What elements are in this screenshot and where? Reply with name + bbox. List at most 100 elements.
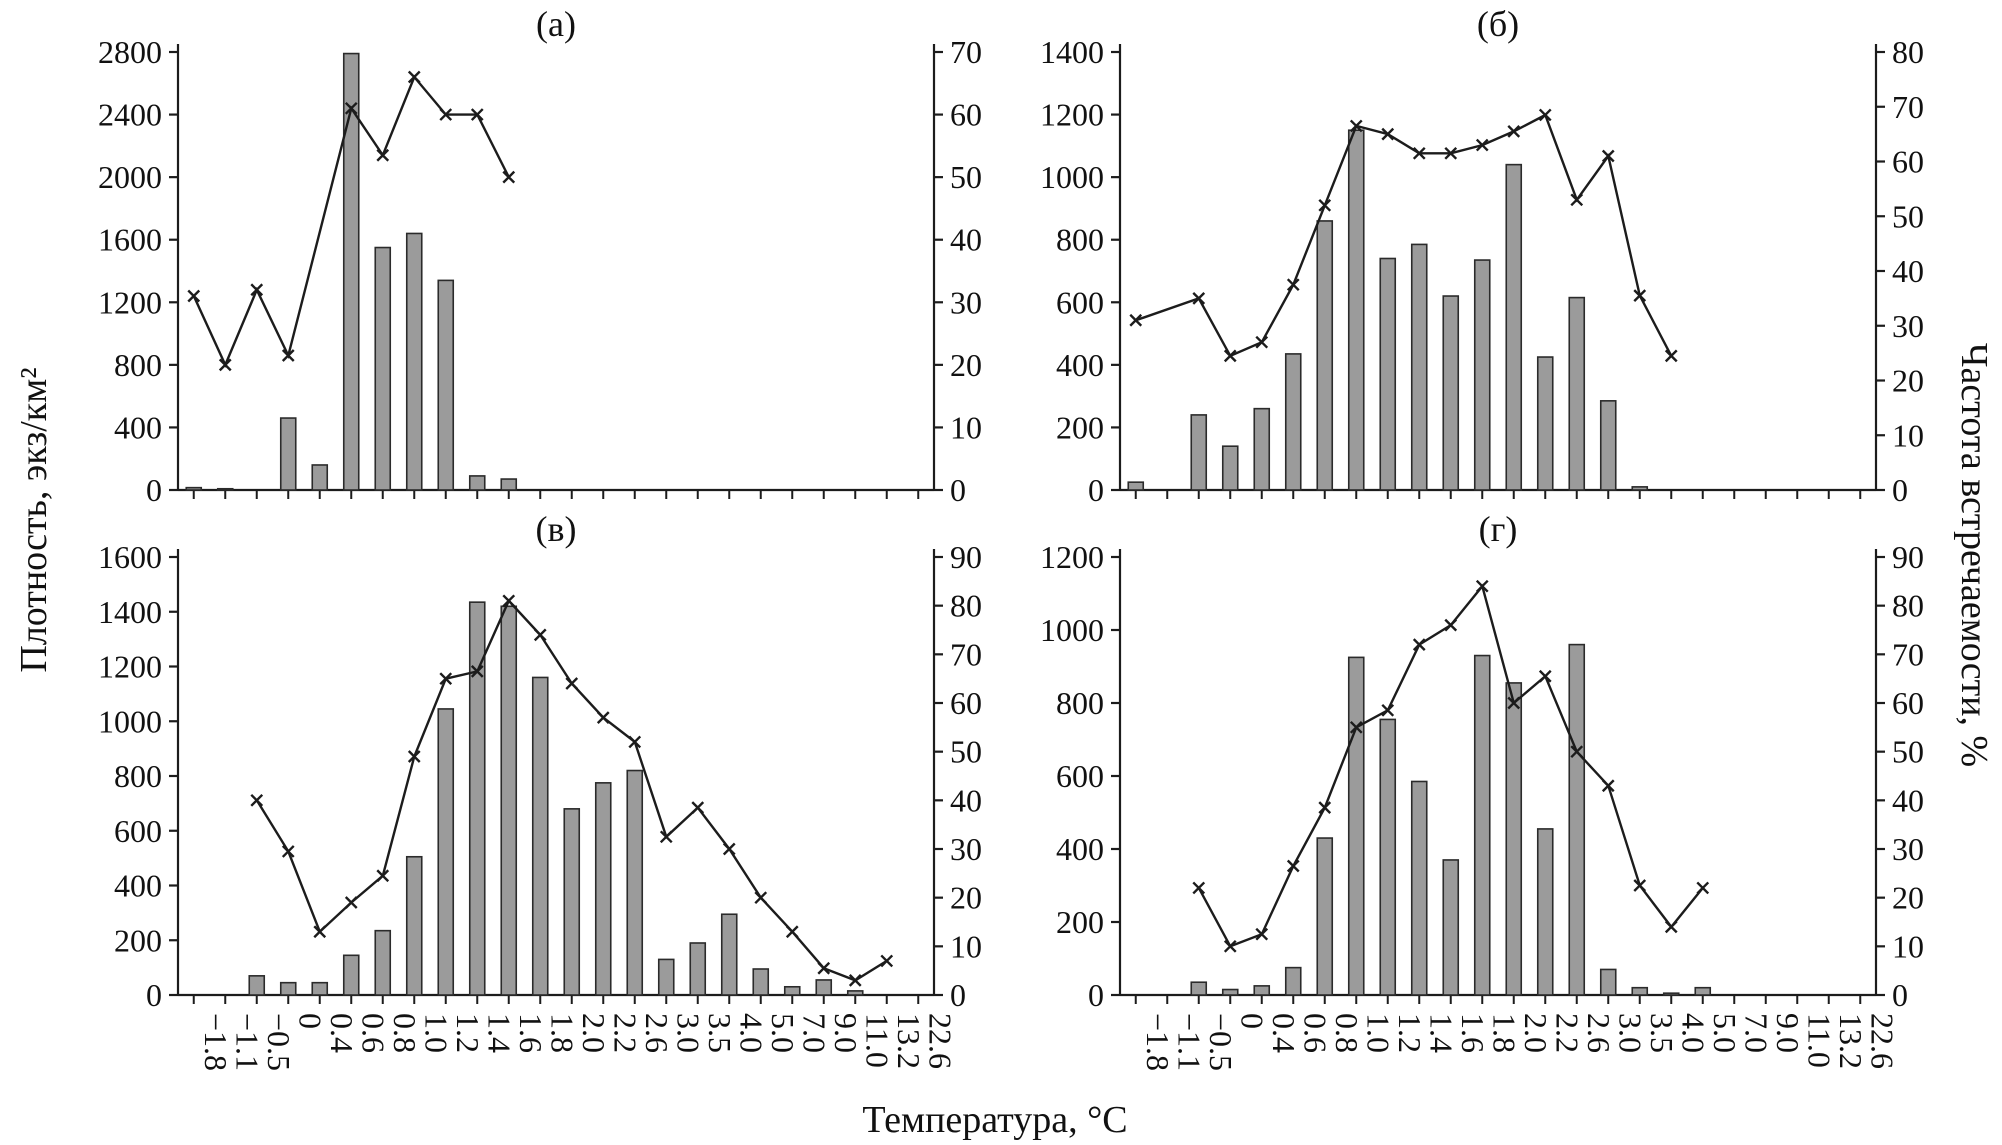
line-marker (1349, 119, 1363, 133)
density-bar (1410, 780, 1428, 996)
line-marker (1696, 881, 1710, 895)
panel-v-chart: (в)0200400600800100012001400160001020304… (98, 509, 982, 1071)
x-tick-labels: −1.8−1.1−0.500.40.60.81.01.21.41.61.82.0… (1140, 1013, 1901, 1071)
x-tick-label: 2.0 (1518, 1013, 1554, 1053)
right-tick-label: 40 (1892, 782, 1924, 818)
right-tick-label: 20 (950, 347, 982, 383)
right-tick-label: 80 (950, 588, 982, 624)
density-bar (248, 975, 266, 996)
density-bar (657, 958, 675, 996)
density-bars (248, 601, 864, 996)
line-marker (848, 974, 862, 987)
density-bar (626, 769, 644, 996)
left-tick-label: 400 (1056, 831, 1104, 867)
line-marker (502, 594, 516, 608)
left-tick-label: 400 (1056, 347, 1104, 383)
density-bar (279, 981, 297, 996)
line-marker (1255, 335, 1269, 349)
density-bar (1599, 968, 1617, 996)
density-bar (783, 985, 801, 996)
x-tick-label: 3.5 (1644, 1013, 1680, 1053)
left-tick-label: 0 (146, 472, 162, 505)
density-bar (1442, 859, 1460, 996)
right-tick-label: 40 (950, 222, 982, 258)
line-marker (1475, 138, 1489, 152)
right-tick-label: 10 (950, 409, 982, 445)
line-marker (565, 677, 579, 690)
line-marker (1570, 745, 1584, 759)
x-tick-label: −1.8 (198, 1013, 234, 1071)
density-bar (1253, 407, 1271, 491)
density-bar (437, 279, 455, 491)
panel-a-chart: (а) 0 400 800 1200 1600 2000 2400 2800 0 10 20 30 40 5… (98, 4, 982, 505)
density-bar (1347, 656, 1365, 996)
left-tick-label: 1200 (98, 649, 162, 685)
line-marker (1286, 859, 1300, 873)
density-bar (1379, 257, 1397, 491)
x-tick-label: 1.6 (1455, 1013, 1491, 1053)
density-bar (1505, 163, 1523, 491)
line-marker (817, 961, 831, 975)
line-marker (1129, 313, 1143, 327)
left-tick-label: 1000 (1040, 612, 1104, 648)
right-tick-label: 50 (950, 734, 982, 770)
axes: 0 400 800 1200 1600 2000 2400 2800 0 10 20 30 40 50 60… (98, 34, 982, 505)
x-tick-label: 1.4 (481, 1013, 517, 1053)
right-tick-label: 20 (1892, 880, 1924, 916)
axes: 0 200 400 600 800 1000 1200 1400 0 10 20 30 40 50 60 70… (1040, 34, 1924, 505)
right-tick-label: 90 (950, 539, 982, 575)
line-marker (1664, 349, 1678, 363)
density-bar (594, 782, 612, 996)
left-tick-label: 1600 (98, 222, 162, 258)
x-tick-label: 13.2 (1833, 1013, 1869, 1069)
left-tick-label: 2800 (98, 34, 162, 70)
right-tick-label: 0 (1892, 977, 1908, 1013)
x-tick-labels: −1.8−1.1−0.500.40.60.81.01.21.41.61.82.0… (198, 1013, 959, 1071)
density-bar (1316, 837, 1334, 996)
density-bar (815, 979, 833, 996)
line-marker (1664, 920, 1678, 934)
frequency-line (1192, 579, 1710, 953)
x-tick-label: 0 (292, 1013, 328, 1029)
density-bar (468, 601, 486, 996)
density-bar (1190, 981, 1208, 996)
x-tick-label: 13.2 (891, 1013, 927, 1069)
x-tick-label: 1.4 (1423, 1013, 1459, 1053)
line-marker (1192, 881, 1206, 895)
left-tick-label: 800 (1056, 685, 1104, 721)
right-tick-label: 20 (950, 880, 982, 916)
density-bar (1536, 356, 1554, 491)
right-tick-label: 0 (950, 472, 966, 505)
right-tick-label: 0 (1892, 472, 1908, 505)
line-marker (1475, 579, 1489, 593)
density-bar (1505, 682, 1523, 996)
left-tick-label: 1400 (1040, 34, 1104, 70)
left-tick-label: 0 (1088, 472, 1104, 505)
density-bar (1536, 828, 1554, 996)
x-tick-label: 2.6 (1581, 1013, 1617, 1053)
line-marker (281, 845, 295, 858)
line-marker (1570, 193, 1584, 207)
line-marker (691, 801, 705, 814)
line-marker (313, 925, 327, 939)
right-tick-label: 30 (1892, 308, 1924, 344)
line-marker (596, 711, 610, 724)
density-bar (1662, 992, 1680, 996)
x-tick-label: −0.5 (261, 1013, 297, 1071)
density-bar (1253, 985, 1271, 996)
line-marker (1223, 939, 1237, 953)
density-bar (311, 464, 329, 491)
right-tick-label: 0 (950, 977, 966, 1013)
x-tick-label: −0.5 (1203, 1013, 1239, 1071)
right-tick-label: 30 (1892, 831, 1924, 867)
line-marker (470, 665, 484, 678)
line-marker (344, 896, 358, 909)
density-bar (1316, 220, 1334, 491)
x-tick-label: 4.0 (1675, 1013, 1711, 1053)
right-tick-label: 60 (1892, 144, 1924, 180)
line-marker (1633, 289, 1647, 302)
line-marker (785, 925, 799, 939)
line-marker (722, 842, 736, 856)
left-tick-label: 200 (114, 922, 162, 958)
x-tick-label: 3.0 (670, 1013, 706, 1053)
